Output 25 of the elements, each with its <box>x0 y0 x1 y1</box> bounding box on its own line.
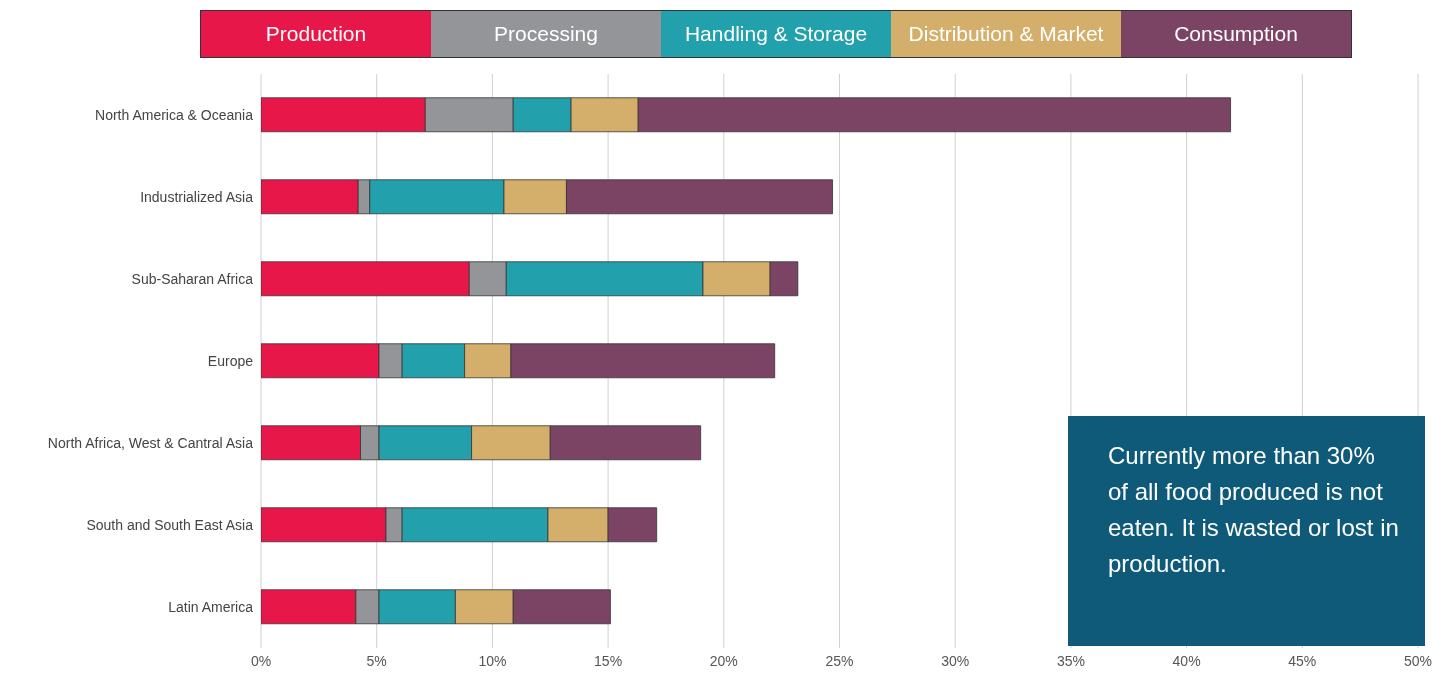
y-tick-label: North Africa, West & Cantral Asia <box>47 434 254 451</box>
text: Distribution & Market <box>891 11 1121 57</box>
note-box: Currently more than 30% of all food produced is not eaten. It is wasted or lost in production. <box>1068 416 1425 646</box>
y-tick-label: North America & Oceania <box>95 106 254 123</box>
text: Production <box>201 11 431 57</box>
x-tick-label: 25% <box>825 652 854 669</box>
x-tick-label: 40% <box>1172 652 1201 669</box>
x-tick-label: 30% <box>941 652 970 669</box>
annotation: Currently more than 30% of all food produced is not eaten. It is wasted or lost in production. <box>1108 441 1400 579</box>
x-tick-label: 50% <box>1403 652 1433 669</box>
text: Handling & Storage <box>661 11 891 57</box>
x-tick-label: 15% <box>594 652 623 669</box>
x-tick-label: 0% <box>250 652 272 669</box>
y-tick-label: South and South East Asia <box>86 516 254 533</box>
y-tick-label: Industrialized Asia <box>140 188 254 205</box>
text: Processing <box>431 11 661 57</box>
y-tick-label: Sub-Saharan Africa <box>131 270 254 287</box>
x-tick-label: 20% <box>709 652 738 669</box>
text: Consumption <box>1121 11 1351 57</box>
y-tick-label: Europe <box>207 352 254 369</box>
x-tick-label: 5% <box>366 652 387 669</box>
x-tick-label: 45% <box>1288 652 1317 669</box>
x-tick-label: 10% <box>478 652 507 669</box>
y-tick-label: Latin America <box>168 598 254 615</box>
x-tick-label: 35% <box>1056 652 1085 669</box>
